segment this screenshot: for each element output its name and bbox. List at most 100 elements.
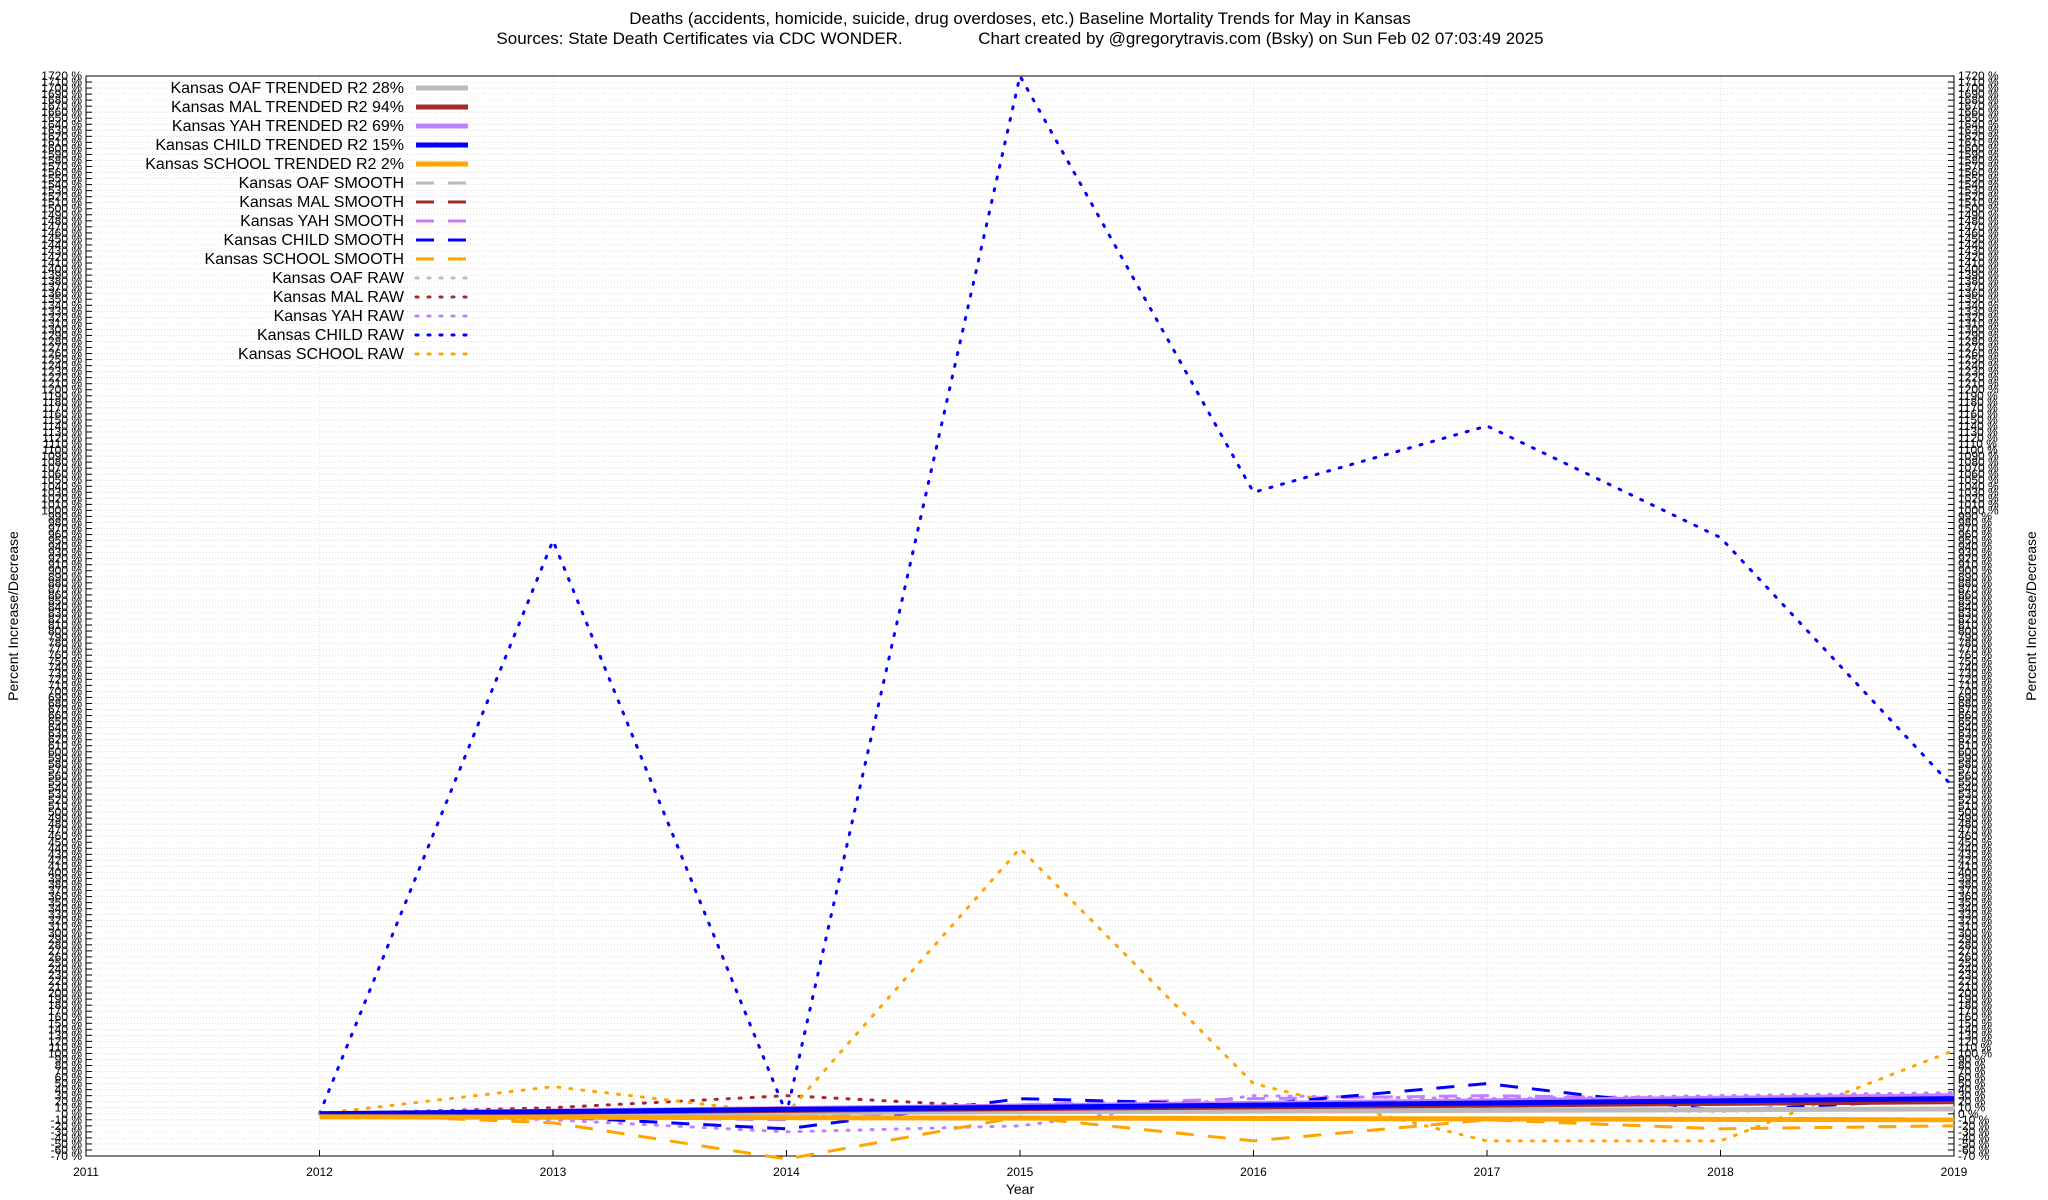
y-tick-label-left: 20 % [55,1095,83,1109]
y-tick-label-left: 1370 % [41,280,82,294]
y-tick-label-left: 1290 % [41,328,82,342]
y-tick-label-left: 630 % [48,727,82,741]
y-axis-label-right: Percent Increase/Decrease [2023,531,2039,701]
y-tick-label-left: 1700 % [41,81,82,95]
y-tick-label-right: 1100 % [1958,443,1998,457]
y-tick-label-right: 970 % [1958,522,1992,536]
y-tick-label-right: 770 % [1958,642,1992,656]
y-tick-label-right: 60 % [1958,1071,1986,1085]
y-tick-label-left: 1070 % [41,461,82,475]
y-tick-label-right: 1240 % [1958,359,1999,373]
y-tick-label-left: 860 % [48,588,82,602]
y-tick-label-left: 10 % [55,1101,83,1115]
y-tick-label-right: 1360 % [1958,286,1999,300]
y-tick-label-left: 380 % [48,877,82,891]
y-tick-label-left: 940 % [48,540,82,554]
y-tick-label-right: 1560 % [1958,166,1999,180]
y-tick-label-right: 1440 % [1958,238,1999,252]
y-tick-label-left: 140 % [48,1022,82,1036]
y-tick-label-right: -70 % [1958,1149,1990,1163]
y-tick-label-right: 720 % [1958,672,1992,686]
y-tick-label-left: 410 % [48,859,82,873]
y-tick-label-left: 1350 % [41,292,82,306]
series-line-kansas-school-trended-r2-2 [319,1114,1955,1123]
y-tick-label-left: 880 % [48,576,82,590]
y-tick-label-right: 200 % [1958,986,1992,1000]
y-tick-label-left: 300 % [48,926,82,940]
y-tick-label-right: 110 % [1958,1040,1991,1054]
y-tick-label-right: 550 % [1958,775,1992,789]
y-tick-label-left: 570 % [48,763,82,777]
legend-label: Kansas SCHOOL TRENDED R2 2% [145,156,404,173]
y-tick-label-right: 490 % [1958,811,1992,825]
y-tick-label-left: 1380 % [41,274,82,288]
y-tick-label-right: 790 % [1958,630,1992,644]
y-tick-label-right: 240 % [1958,962,1992,976]
y-tick-label-right: 350 % [1958,896,1992,910]
y-tick-label-left: 1030 % [41,485,82,499]
series-lines [318,74,1956,1161]
y-tick-label-right: 1620 % [1958,129,1999,143]
y-tick-label-right: 1260 % [1958,347,1999,361]
y-tick-label-right: 590 % [1958,751,1992,765]
y-tick-label-left: 1220 % [41,371,82,385]
y-tick-label-left: 930 % [48,546,82,560]
y-tick-label-left: 890 % [48,570,82,584]
y-tick-label-left: 150 % [48,1016,82,1030]
y-tick-label-right: 1320 % [1958,310,1999,324]
y-tick-label-left: 1620 % [41,129,82,143]
y-tick-label-left: 1100 % [42,443,82,457]
y-tick-label-right: 280 % [1958,938,1992,952]
y-tick-label-left: -30 % [51,1125,83,1139]
y-tick-label-left: 1210 % [41,377,82,391]
y-tick-label-right: 860 % [1958,588,1992,602]
y-tick-label-right: 1520 % [1958,190,1999,204]
x-tick-label: 2019 [1941,1165,1968,1179]
y-tick-label-right: 960 % [1958,528,1992,542]
y-tick-label-left: 360 % [48,890,82,904]
y-tick-label-right: 70 % [1958,1065,1986,1079]
y-tick-label-right: 530 % [1958,787,1992,801]
y-tick-label-left: 1720 % [41,69,82,83]
y-tick-label-right: 1430 % [1958,244,1999,258]
legend-label: Kansas YAH SMOOTH [240,213,404,230]
y-tick-label-left: 1170 % [42,401,82,415]
y-tick-label-left: 220 % [48,974,82,988]
y-tick-label-left: 1630 % [41,123,82,137]
y-tick-label-left: 960 % [48,528,82,542]
y-tick-label-right: 130 % [1958,1028,1992,1042]
y-tick-label-left: 590 % [48,751,82,765]
y-tick-label-left: 660 % [48,709,82,723]
y-tick-label-left: 1050 % [41,473,82,487]
y-tick-label-right: 460 % [1958,829,1992,843]
y-tick-label-left: 510 % [48,799,82,813]
y-tick-label-left: 820 % [48,612,82,626]
y-tick-label-right: 1530 % [1958,184,1999,198]
y-tick-label-left: 260 % [48,950,82,964]
y-tick-label-right: 340 % [1958,902,1992,916]
y-tick-label-left: 1000 % [41,503,82,517]
y-tick-label-left: 1200 % [41,383,82,397]
y-tick-label-right: 470 % [1958,823,1992,837]
y-tick-label-left: 40 % [55,1083,83,1097]
legend-label: Kansas CHILD SMOOTH [224,232,404,249]
y-tick-label-left: 370 % [48,884,82,898]
y-tick-label-left: 640 % [48,721,82,735]
y-tick-label-left: 1190 % [42,389,82,403]
y-tick-label-right: 700 % [1958,684,1992,698]
y-tick-label-right: 630 % [1958,727,1992,741]
y-tick-label-right: 500 % [1958,805,1992,819]
y-tick-label-right: 10 % [1958,1101,1986,1115]
y-tick-label-right: 1030 % [1958,485,1999,499]
y-tick-label-right: 1040 % [1958,479,1999,493]
y-tick-label-left: 620 % [48,733,82,747]
y-tick-label-right: 1470 % [1958,220,1999,234]
y-tick-label-left: 770 % [48,642,82,656]
y-tick-label-left: 1320 % [41,310,82,324]
y-tick-label-right: 1590 % [1958,147,1999,161]
y-tick-label-right: 1570 % [1958,160,1999,174]
y-tick-label-left: 1680 % [41,93,82,107]
chart-title: Deaths (accidents, homicide, suicide, dr… [629,9,1410,28]
y-tick-label-right: 740 % [1958,660,1992,674]
y-tick-label-right: 1050 % [1958,473,1999,487]
